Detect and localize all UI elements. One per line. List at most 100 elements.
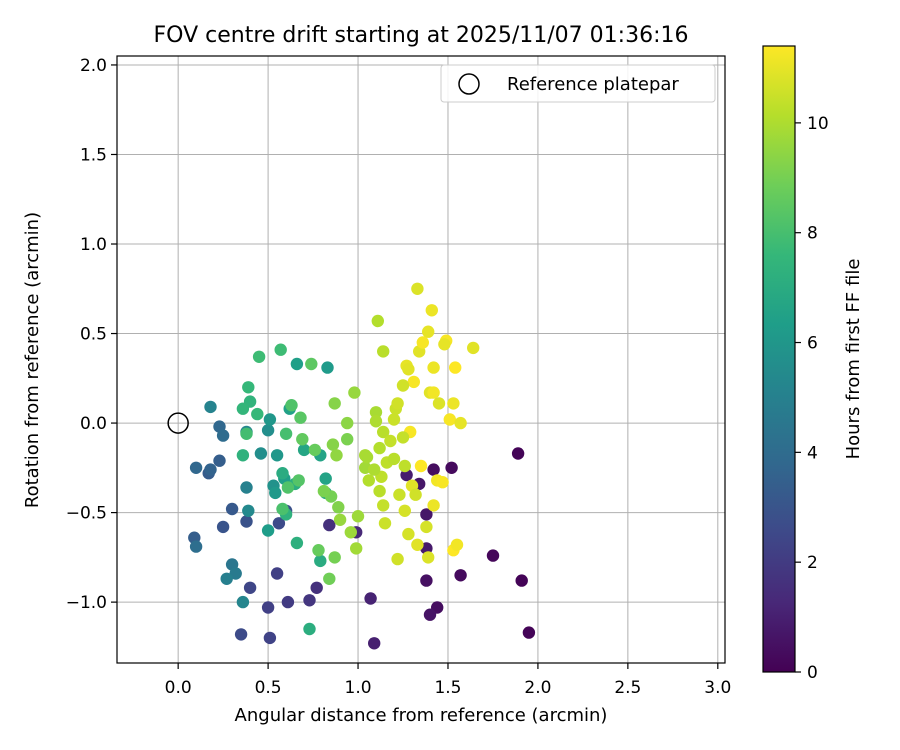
data-point xyxy=(420,574,433,587)
data-point xyxy=(236,595,250,609)
data-point xyxy=(236,449,250,462)
data-point xyxy=(422,325,435,338)
data-point xyxy=(377,345,390,358)
data-point xyxy=(263,631,277,645)
data-point xyxy=(297,443,311,457)
reference-platepar-marker xyxy=(167,412,189,434)
data-point xyxy=(511,447,525,460)
data-point xyxy=(204,463,217,476)
data-point xyxy=(423,608,437,621)
data-point xyxy=(290,357,304,371)
data-point xyxy=(420,508,433,521)
y-tick-label: 2.0 xyxy=(80,56,107,76)
data-point xyxy=(276,467,289,480)
data-point xyxy=(328,551,341,564)
colorbar-ticks: 0 2 4 6 8 10 xyxy=(795,114,829,683)
data-point xyxy=(319,472,332,485)
data-point xyxy=(522,626,536,639)
data-point xyxy=(242,381,255,394)
data-point xyxy=(450,538,464,551)
data-point xyxy=(467,341,480,355)
data-point xyxy=(276,502,289,516)
data-point xyxy=(290,536,304,550)
legend-label: Reference platepar xyxy=(507,74,679,95)
data-point xyxy=(341,433,354,446)
data-point xyxy=(296,433,309,446)
chart-title: FOV centre drift starting at 2025/11/07 … xyxy=(154,23,689,48)
data-point xyxy=(225,502,239,516)
data-point xyxy=(189,461,203,474)
data-point xyxy=(348,386,361,399)
data-point xyxy=(443,413,456,426)
data-point xyxy=(274,343,287,356)
data-point xyxy=(303,622,316,636)
data-point xyxy=(220,572,233,585)
colorbar-label: Hours from first FF file xyxy=(843,259,864,460)
plot-frame xyxy=(116,55,726,664)
data-point xyxy=(281,481,295,494)
x-tick-label: 3.0 xyxy=(704,678,731,698)
data-point xyxy=(229,567,242,580)
x-tick-label: 0.5 xyxy=(255,678,282,698)
data-point xyxy=(344,526,357,539)
data-point xyxy=(270,449,284,462)
data-point xyxy=(254,447,268,460)
data-point xyxy=(308,443,322,457)
data-point xyxy=(391,552,404,566)
data-point xyxy=(326,438,340,451)
y-axis-ticks: −1.0 −0.5 0.0 0.5 1.0 1.5 2.0 xyxy=(66,56,117,613)
data-point xyxy=(251,407,264,421)
data-point xyxy=(310,581,323,594)
data-point xyxy=(252,350,266,363)
data-point xyxy=(369,406,383,419)
data-point xyxy=(332,501,345,514)
data-point xyxy=(449,361,462,374)
y-tick-label: −0.5 xyxy=(66,504,107,524)
data-point xyxy=(240,481,253,494)
data-point xyxy=(416,336,429,349)
data-point xyxy=(350,542,363,555)
data-point xyxy=(213,454,226,467)
data-point xyxy=(272,517,286,530)
data-point xyxy=(261,424,275,437)
data-point xyxy=(402,527,415,541)
x-tick-label: 2.0 xyxy=(524,678,551,698)
data-point xyxy=(411,282,424,295)
data-point xyxy=(317,484,331,498)
y-tick-label: 1.0 xyxy=(80,235,107,255)
data-point xyxy=(398,504,411,517)
x-tick-label: 0.0 xyxy=(165,678,192,698)
data-point xyxy=(427,361,440,374)
data-point xyxy=(279,427,293,440)
y-tick-label: −1.0 xyxy=(66,593,107,613)
data-point xyxy=(285,399,298,412)
data-points xyxy=(188,282,536,650)
y-tick-label: 0.0 xyxy=(80,414,107,434)
colorbar-tick-label: 10 xyxy=(807,114,829,134)
data-point xyxy=(312,544,325,557)
legend-box xyxy=(440,64,716,103)
data-point xyxy=(269,486,282,500)
data-point xyxy=(240,515,253,528)
data-point xyxy=(323,572,336,585)
data-point xyxy=(323,518,336,532)
data-point xyxy=(427,463,440,476)
data-point xyxy=(414,459,428,473)
data-point xyxy=(373,484,386,498)
data-point xyxy=(377,499,390,512)
data-point xyxy=(436,476,449,489)
data-point xyxy=(359,449,372,462)
y-tick-label: 1.5 xyxy=(80,145,107,165)
data-point xyxy=(378,517,392,530)
colorbar-tick-label: 8 xyxy=(807,224,818,244)
data-point xyxy=(420,520,433,534)
data-point xyxy=(216,520,230,534)
x-tick-label: 1.5 xyxy=(434,678,461,698)
data-point xyxy=(438,338,451,351)
data-point xyxy=(407,375,420,389)
data-point xyxy=(396,379,410,392)
data-point xyxy=(427,386,440,399)
colorbar-tick-label: 4 xyxy=(807,443,818,463)
data-point xyxy=(351,510,365,523)
data-point xyxy=(432,397,446,410)
